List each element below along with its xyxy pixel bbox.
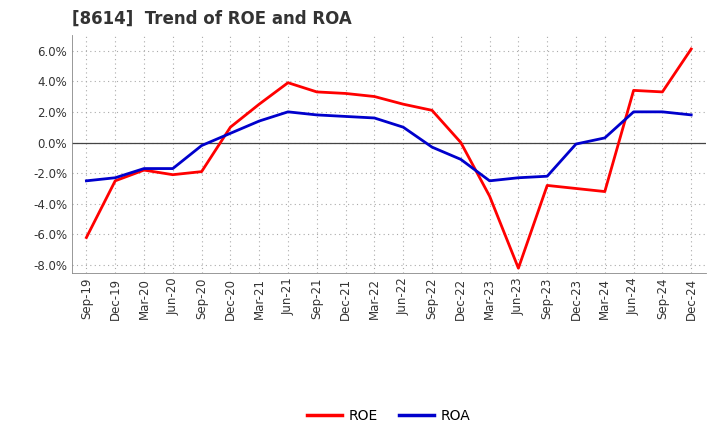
ROA — [255, 118, 264, 124]
ROE — [428, 108, 436, 113]
ROE — [226, 125, 235, 130]
ROE — [111, 178, 120, 183]
ROE — [370, 94, 379, 99]
ROA — [485, 178, 494, 183]
ROE — [687, 46, 696, 51]
ROA — [514, 175, 523, 180]
ROA — [312, 112, 321, 117]
ROE — [82, 235, 91, 240]
ROA — [399, 125, 408, 130]
ROE — [543, 183, 552, 188]
ROE — [600, 189, 609, 194]
ROE — [140, 168, 148, 173]
ROA — [572, 141, 580, 147]
Text: [8614]  Trend of ROE and ROA: [8614] Trend of ROE and ROA — [72, 10, 352, 28]
ROE — [514, 266, 523, 271]
ROE — [629, 88, 638, 93]
ROE — [284, 80, 292, 85]
ROA — [687, 112, 696, 117]
ROE — [485, 194, 494, 199]
ROA — [82, 178, 91, 183]
Line: ROA: ROA — [86, 112, 691, 181]
ROA — [168, 166, 177, 171]
ROA — [600, 135, 609, 140]
ROA — [226, 131, 235, 136]
ROA — [543, 174, 552, 179]
ROE — [341, 91, 350, 96]
ROE — [312, 89, 321, 95]
ROE — [572, 186, 580, 191]
ROA — [629, 109, 638, 114]
ROE — [658, 89, 667, 95]
Line: ROE: ROE — [86, 49, 691, 268]
ROA — [658, 109, 667, 114]
ROE — [456, 140, 465, 145]
ROA — [428, 144, 436, 150]
ROA — [284, 109, 292, 114]
ROE — [197, 169, 206, 174]
ROA — [456, 157, 465, 162]
ROA — [140, 166, 148, 171]
ROA — [197, 143, 206, 148]
ROE — [168, 172, 177, 177]
ROE — [255, 102, 264, 107]
Legend: ROE, ROA: ROE, ROA — [302, 403, 476, 429]
ROA — [111, 175, 120, 180]
ROA — [341, 114, 350, 119]
ROE — [399, 102, 408, 107]
ROA — [370, 115, 379, 121]
